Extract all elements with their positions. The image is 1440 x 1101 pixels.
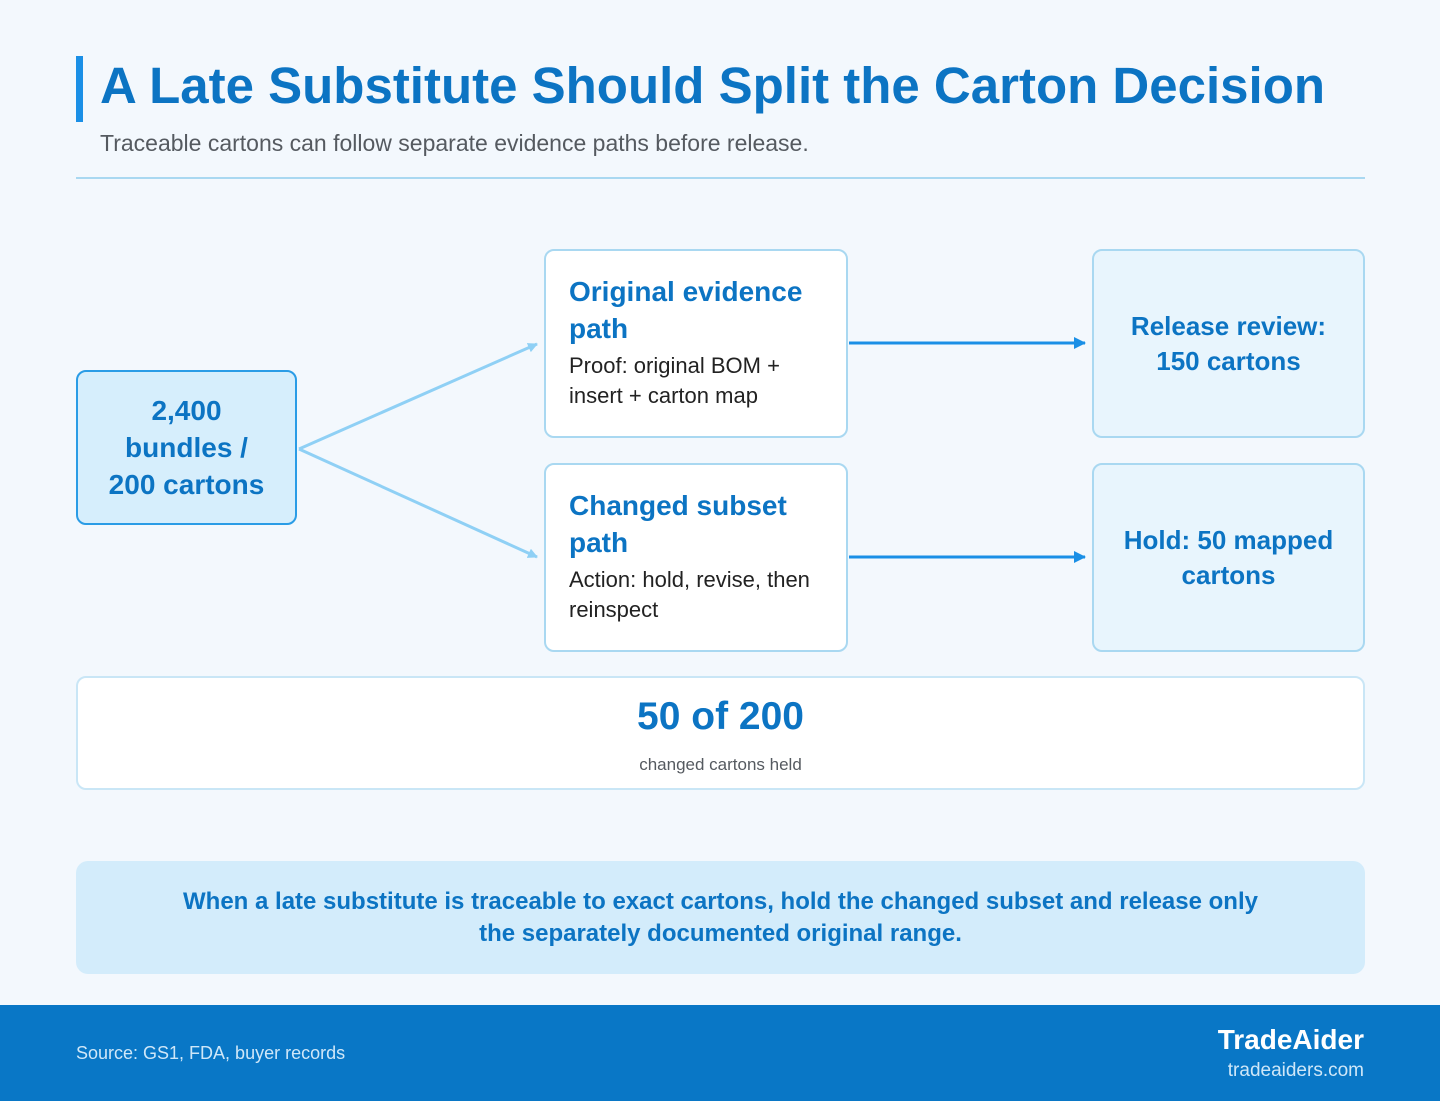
release-review-node: Release review: 150 cartons (1092, 249, 1365, 438)
brand-url: tradeaiders.com (1227, 1060, 1364, 1081)
page-subtitle: Traceable cartons can follow separate ev… (100, 130, 809, 156)
stat-card: 50 of 200 changed cartons held (76, 676, 1365, 790)
stat-label: changed cartons held (639, 755, 802, 774)
header-divider (76, 177, 1365, 179)
source-note: Source: GS1, FDA, buyer records (76, 1043, 346, 1063)
stat-value: 50 of 200 (637, 695, 804, 738)
footer: Source: GS1, FDA, buyer records TradeAid… (0, 1005, 1440, 1101)
branch-arrow-original (298, 342, 538, 451)
source-lot-node: 2,400 bundles / 200 cartons (76, 370, 297, 525)
page-title: A Late Substitute Should Split the Carto… (100, 57, 1325, 114)
brand-logo: TradeAider (1217, 1024, 1364, 1055)
conclusion-callout: When a late substitute is traceable to e… (76, 861, 1365, 974)
changed-subset-path-node: Changed subset path Action: hold, revise… (544, 463, 848, 652)
path-heading: Original evidence path (569, 276, 803, 344)
branch-arrow-changed (298, 447, 538, 559)
path-detail: Proof: original BOM + insert + carton ma… (569, 353, 780, 408)
title-accent-bar (76, 56, 83, 122)
hold-node: Hold: 50 mapped cartons (1092, 463, 1365, 652)
path-detail: Action: hold, revise, then reinspect (569, 567, 810, 622)
original-evidence-path-node: Original evidence path Proof: original B… (544, 249, 848, 438)
path-heading: Changed subset path (569, 490, 787, 558)
